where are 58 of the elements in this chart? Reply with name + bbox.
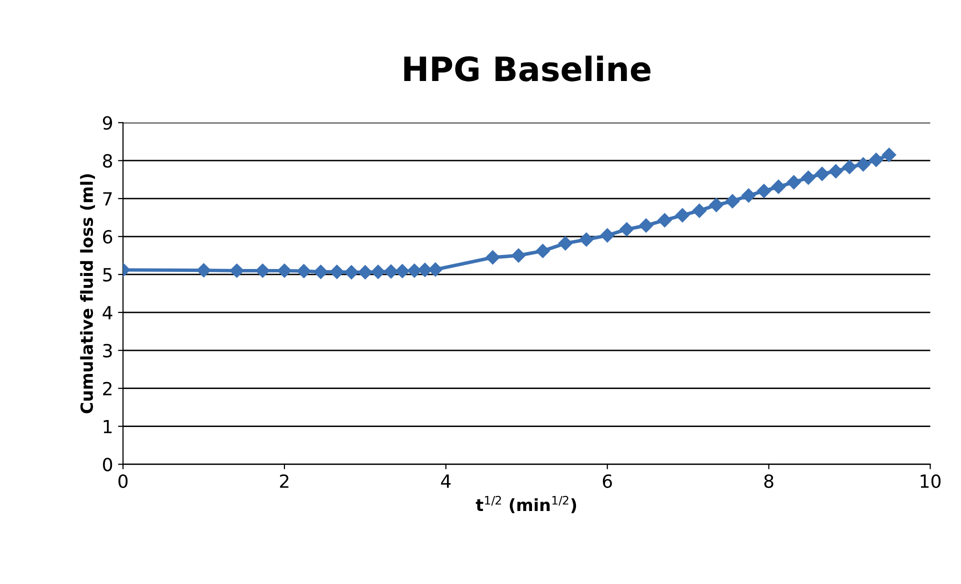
point xyxy=(428,262,442,277)
y-tick-label: 1 xyxy=(104,420,112,434)
point xyxy=(600,228,614,242)
y-tick-label: 9 xyxy=(102,116,112,130)
point xyxy=(579,232,594,247)
point xyxy=(395,264,410,278)
point xyxy=(558,236,572,250)
point xyxy=(725,194,740,208)
y-tick-label: 7 xyxy=(103,192,112,206)
point xyxy=(358,265,372,280)
point xyxy=(511,248,526,263)
point xyxy=(815,166,830,181)
x-tick-label: 4 xyxy=(441,474,451,488)
point xyxy=(256,264,270,278)
point xyxy=(536,244,550,258)
point xyxy=(692,204,706,218)
point xyxy=(856,157,870,172)
point xyxy=(828,164,843,178)
point xyxy=(407,264,422,278)
point xyxy=(230,264,244,278)
y-axis-title: Cumulative fluid loss (ml) xyxy=(80,174,95,414)
x-tick-label: 10 xyxy=(920,474,941,488)
x-axis-title: t$^{1/2}$ (min$^{1/2}$) xyxy=(476,496,576,514)
chart-title: HPG Baseline xyxy=(404,56,650,82)
point xyxy=(371,264,386,279)
point xyxy=(196,263,211,278)
x-tick-label: 0 xyxy=(118,474,128,488)
x-tick-label: 6 xyxy=(602,474,612,488)
point xyxy=(296,264,311,278)
point xyxy=(330,264,344,279)
point xyxy=(620,222,634,236)
point xyxy=(869,152,884,167)
point xyxy=(786,175,801,190)
y-tick-label: 6 xyxy=(103,230,112,244)
point xyxy=(384,264,398,279)
point xyxy=(344,265,359,280)
point xyxy=(709,198,724,212)
x-tick-label: 2 xyxy=(280,474,288,488)
point xyxy=(314,264,328,279)
point xyxy=(742,188,756,203)
y-tick-label: 0 xyxy=(102,458,112,472)
point xyxy=(418,262,432,278)
point xyxy=(675,208,690,222)
point xyxy=(771,180,786,194)
point xyxy=(277,264,292,278)
x-tick-label: 8 xyxy=(764,474,774,488)
y-tick-label: 2 xyxy=(103,382,112,396)
point xyxy=(882,148,896,162)
y-tick-label: 4 xyxy=(102,306,112,320)
point xyxy=(486,250,500,264)
point xyxy=(842,160,857,174)
point xyxy=(756,184,772,198)
y-tick-label: 5 xyxy=(103,268,112,282)
y-tick-label: 8 xyxy=(103,154,112,168)
point xyxy=(639,218,654,233)
point xyxy=(658,213,672,228)
y-tick-label: 3 xyxy=(103,344,112,358)
point xyxy=(801,170,816,185)
